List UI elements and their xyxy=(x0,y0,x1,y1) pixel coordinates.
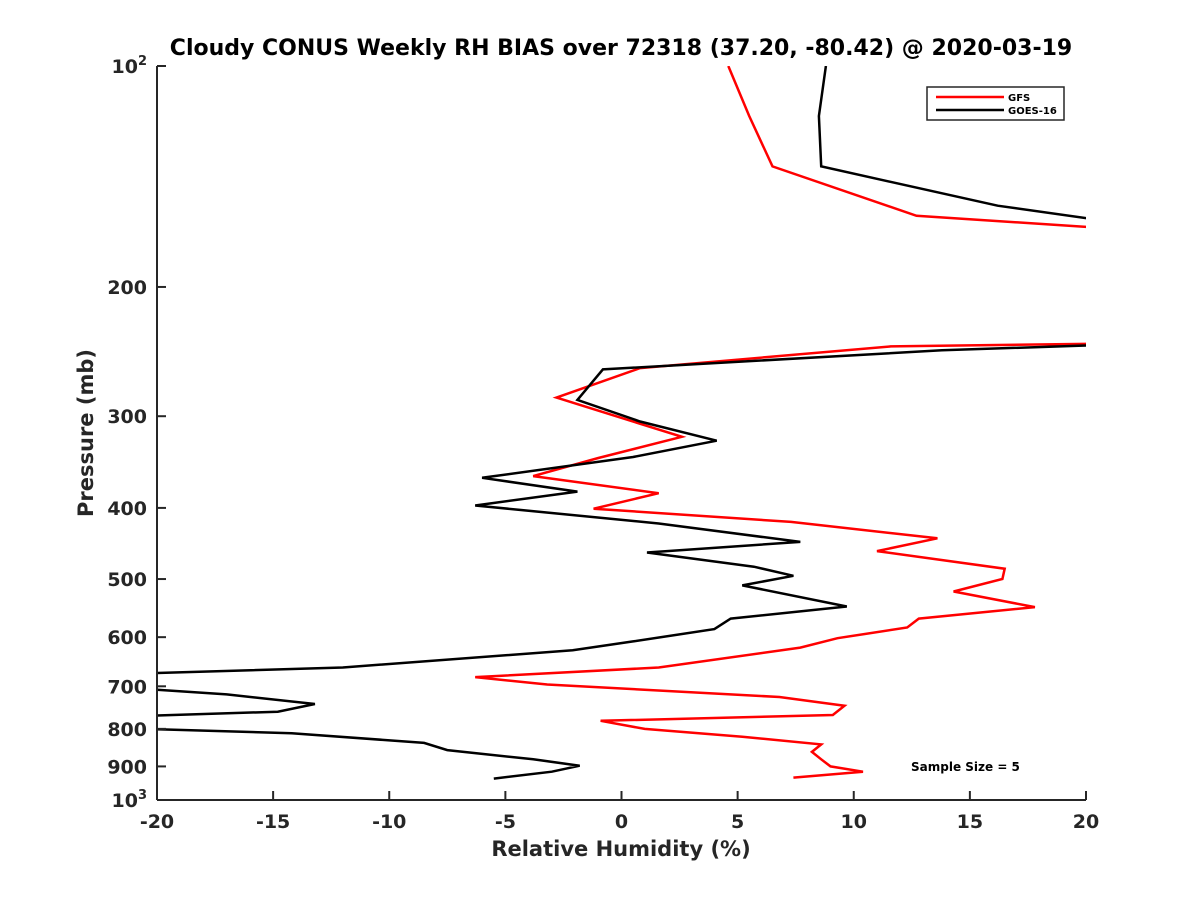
x-tick-label: -15 xyxy=(256,811,290,833)
x-tick-label: 10 xyxy=(841,811,867,833)
y-tick-label: 103 xyxy=(112,788,148,812)
x-tick-label: -10 xyxy=(372,811,406,833)
x-tick-label: 0 xyxy=(615,811,628,833)
series-line-goes16 xyxy=(157,66,1086,780)
y-tick-label: 400 xyxy=(107,498,147,520)
y-tick-label: 800 xyxy=(107,719,147,741)
y-tick-label: 102 xyxy=(112,54,148,78)
x-ticks: -20 -15 -10 -5 0 5 10 15 20 xyxy=(140,791,1099,833)
x-tick-label: -5 xyxy=(495,811,516,833)
legend-label-goes16: GOES-16 xyxy=(1008,106,1057,117)
sample-size-annotation: Sample Size = 5 xyxy=(911,760,1020,774)
y-tick-label: 300 xyxy=(107,406,147,428)
y-tick-label: 600 xyxy=(107,627,147,649)
series-layer xyxy=(157,66,1086,780)
y-ticks: 102 200 300 400 500 600 700 800 900 103 xyxy=(107,54,166,812)
legend: GFS GOES-16 xyxy=(926,86,1065,121)
x-tick-label: -20 xyxy=(140,811,174,833)
y-tick-label: 200 xyxy=(107,277,147,299)
x-tick-label: 15 xyxy=(957,811,983,833)
y-axis-label: Pressure (mb) xyxy=(74,349,98,517)
series-line-gfs xyxy=(475,66,1086,779)
x-tick-label: 20 xyxy=(1073,811,1099,833)
chart-title: Cloudy CONUS Weekly RH BIAS over 72318 (… xyxy=(170,36,1072,61)
y-tick-label: 500 xyxy=(107,569,147,591)
y-tick-label: 900 xyxy=(107,756,147,778)
legend-label-gfs: GFS xyxy=(1008,93,1030,104)
x-axis-label: Relative Humidity (%) xyxy=(491,837,750,861)
legend-box xyxy=(926,86,1065,121)
x-tick-label: 5 xyxy=(731,811,744,833)
y-tick-label: 700 xyxy=(107,676,147,698)
